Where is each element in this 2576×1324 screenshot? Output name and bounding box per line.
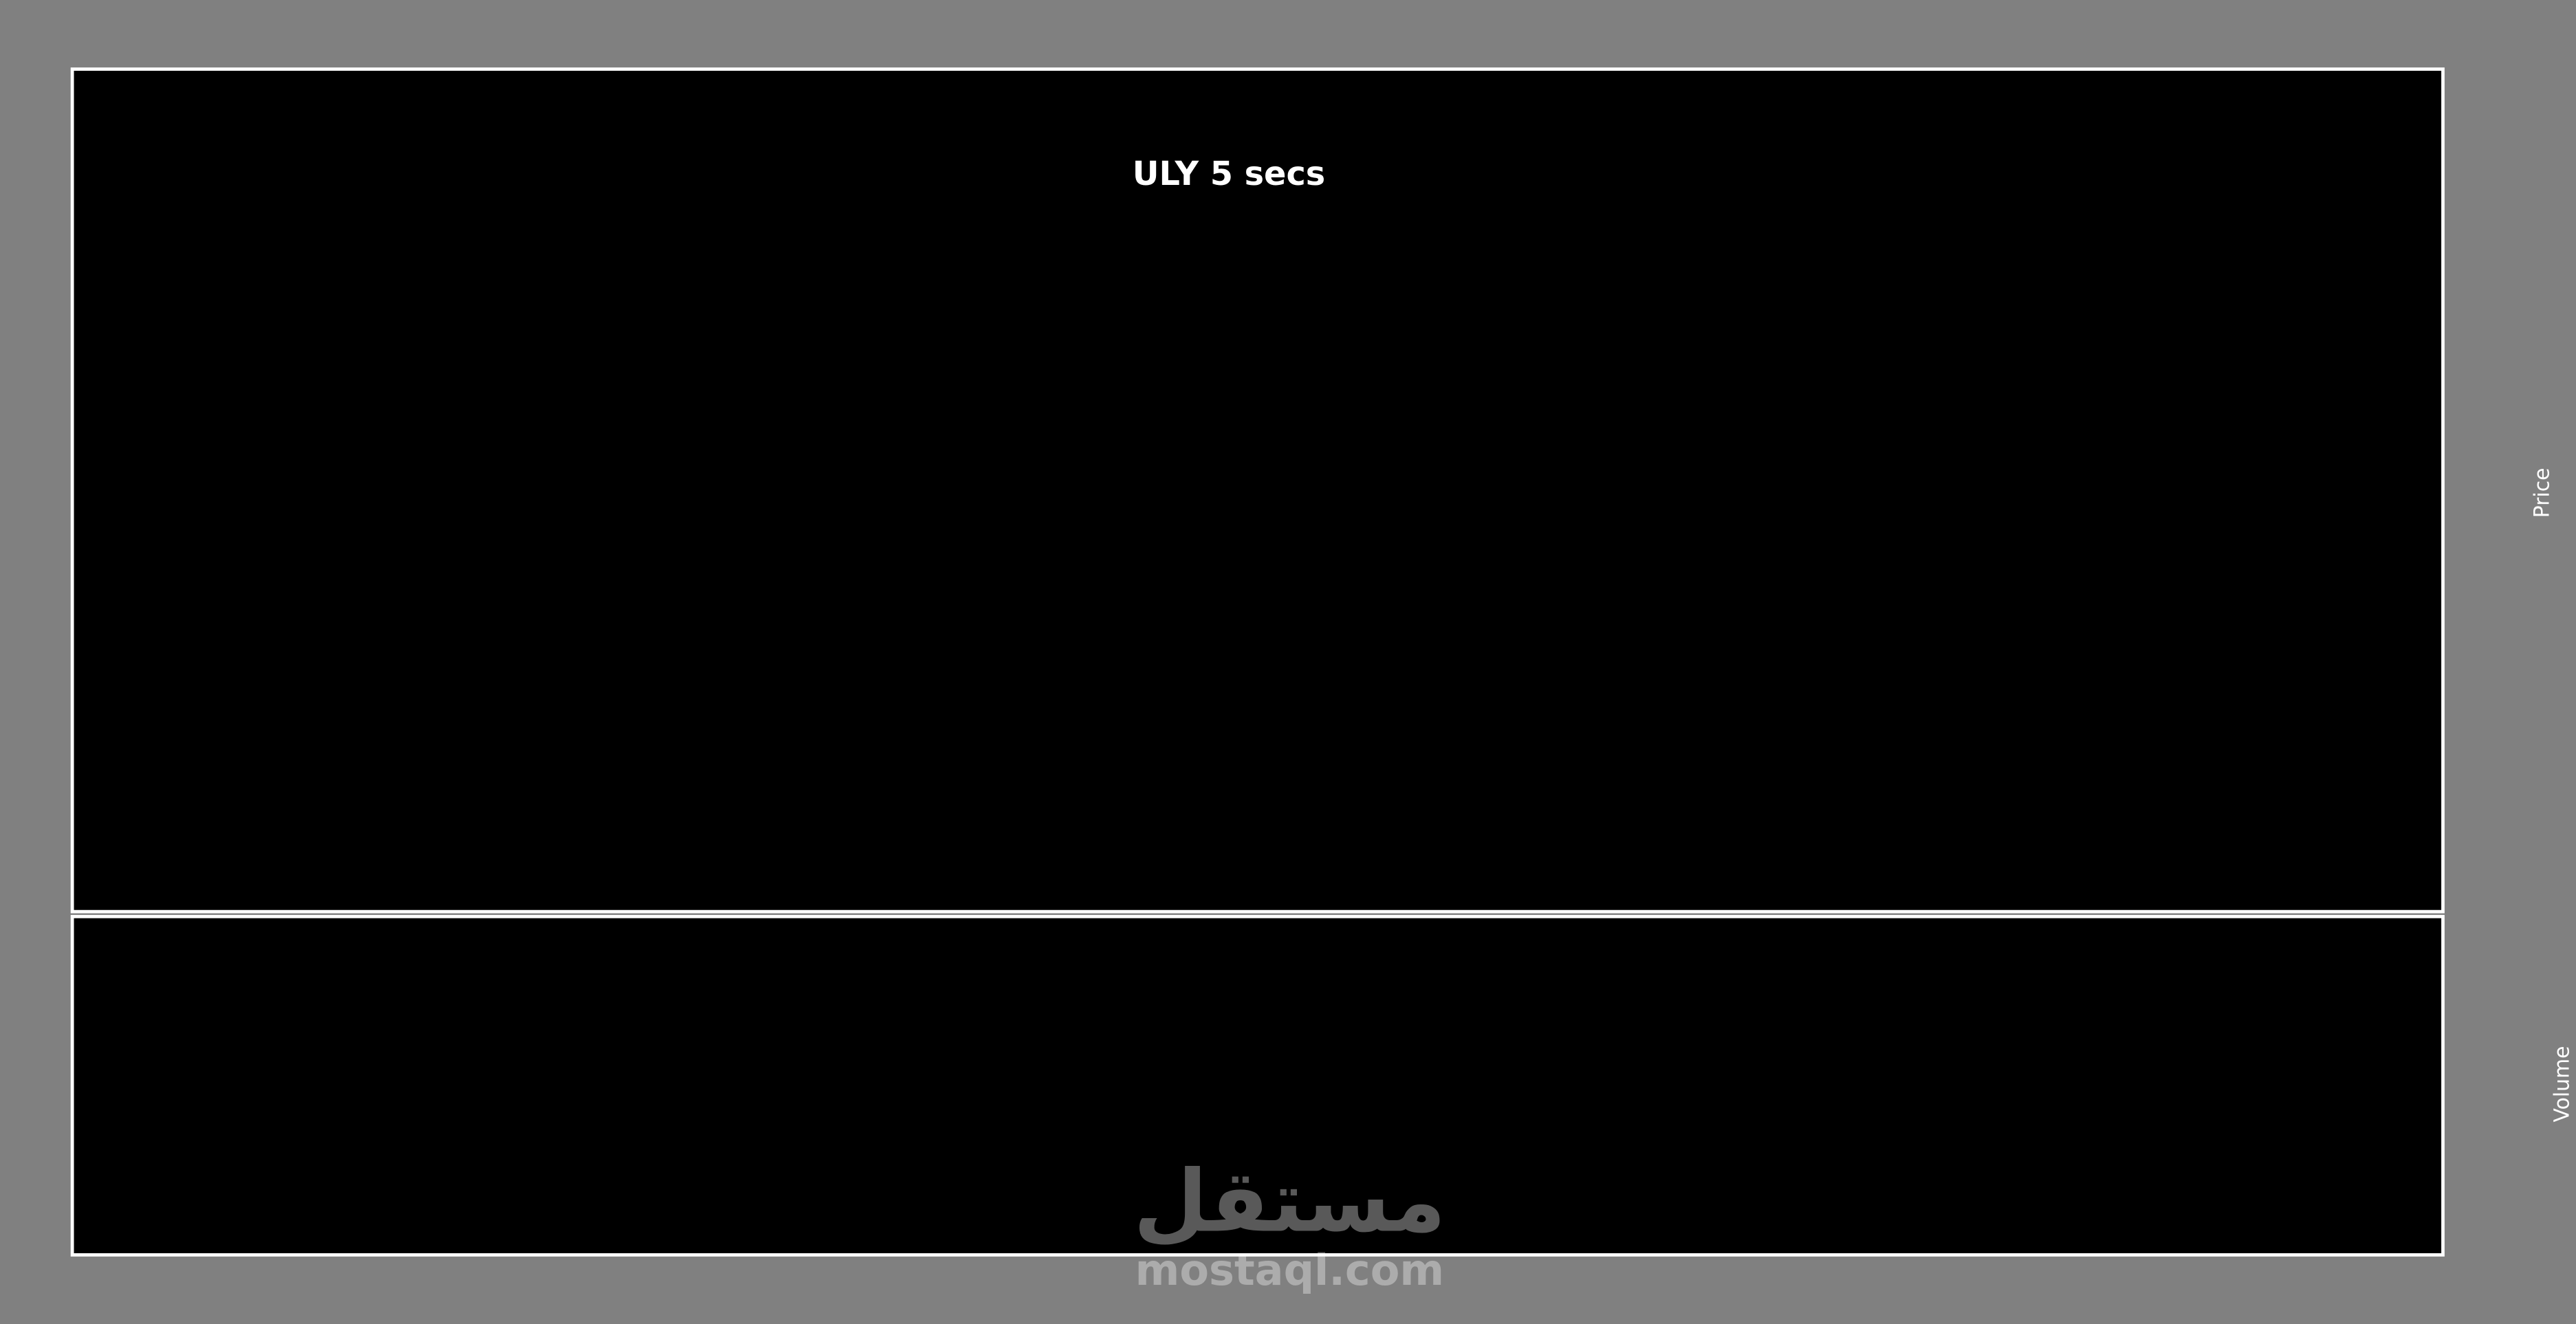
y-axis-label: Price [2531, 468, 2555, 518]
watermark: مستقل [1133, 1152, 1445, 1251]
volume-panel [70, 914, 2445, 1257]
chart-title: ULY 5 secs [1133, 155, 1325, 193]
volume-axis-label: Volume [2550, 1046, 2574, 1122]
price-panel [70, 67, 2445, 914]
watermark: mostaql.com [1135, 1245, 1445, 1295]
